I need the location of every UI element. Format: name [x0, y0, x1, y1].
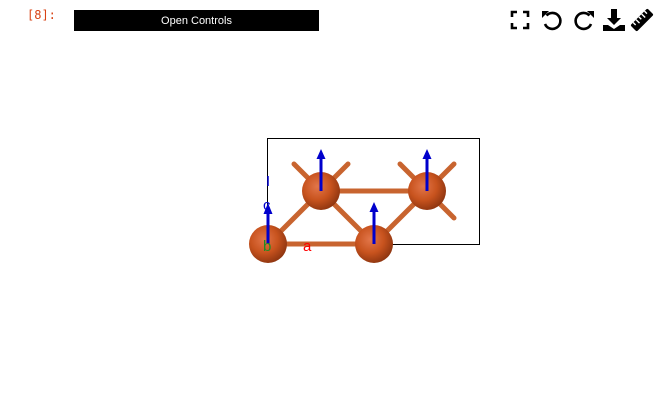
undo-button[interactable]: [538, 6, 566, 34]
structure-viewer[interactable]: c b a: [0, 40, 656, 401]
ruler-button[interactable]: [628, 6, 656, 34]
cell-prompt: [8]:: [27, 8, 56, 22]
fullscreen-button[interactable]: [506, 6, 534, 34]
fullscreen-icon: [510, 10, 530, 30]
axis-label-a: a: [303, 238, 312, 255]
axis-c: [263, 176, 273, 244]
open-controls-button[interactable]: Open Controls: [74, 10, 319, 31]
redo-button[interactable]: [570, 6, 598, 34]
axis-label-c: c: [263, 197, 271, 214]
undo-icon: [542, 11, 562, 31]
download-icon: [603, 9, 625, 31]
axis-label-b: b: [263, 238, 271, 255]
redo-icon: [574, 11, 594, 31]
structure-view: c b a: [249, 138, 480, 263]
ruler-icon: [630, 8, 654, 32]
atom-vectors: [316, 149, 432, 244]
download-button[interactable]: [600, 6, 628, 34]
